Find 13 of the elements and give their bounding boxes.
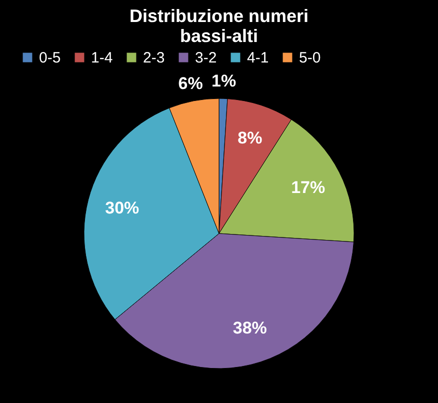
data-label: 38%: [232, 318, 267, 338]
legend-label: 2-3: [143, 50, 165, 67]
legend-label: 5-0: [299, 50, 321, 67]
chart-title: Distribuzione numeri bassi-alti: [129, 6, 309, 46]
legend-label: 0-5: [39, 50, 61, 67]
data-label: 6%: [178, 74, 203, 94]
data-label: 30%: [105, 198, 140, 218]
legend-label: 3-2: [195, 50, 217, 67]
data-label: 17%: [291, 178, 326, 198]
data-label: 1%: [211, 72, 236, 91]
data-label: 8%: [238, 128, 262, 148]
legend-label: 4-1: [247, 50, 269, 67]
legend-label: 1-4: [91, 50, 113, 67]
